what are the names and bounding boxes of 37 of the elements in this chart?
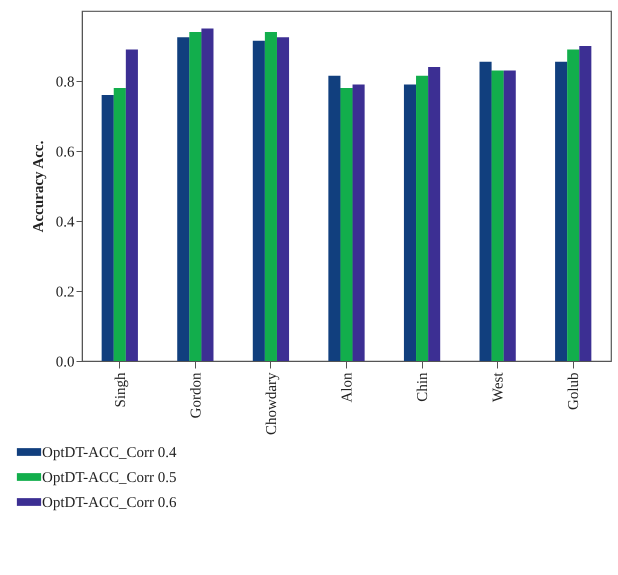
bar bbox=[504, 70, 516, 361]
bar bbox=[328, 76, 340, 361]
y-tick-label: 0.0 bbox=[56, 354, 74, 370]
bar bbox=[126, 50, 138, 361]
bar bbox=[555, 62, 568, 361]
bar bbox=[252, 40, 265, 361]
legend-label: OptDT-ACC_Corr 0.5 bbox=[42, 470, 176, 486]
y-tick-label: 0.6 bbox=[56, 144, 75, 160]
x-tick-label: Singh bbox=[112, 372, 129, 408]
x-tick-label: Chin bbox=[415, 372, 432, 402]
bar bbox=[177, 37, 190, 361]
y-tick-label: 0.2 bbox=[56, 284, 74, 300]
bar bbox=[189, 32, 202, 361]
x-tick-label: Gordon bbox=[188, 372, 204, 418]
bar bbox=[114, 88, 126, 361]
bar bbox=[276, 37, 290, 361]
bar bbox=[404, 84, 416, 361]
bar bbox=[201, 28, 214, 361]
bar bbox=[264, 32, 277, 361]
bar bbox=[567, 50, 580, 361]
x-tick-label: Alon bbox=[340, 372, 356, 402]
x-tick-label: West bbox=[490, 372, 507, 402]
x-tick-label: Golub bbox=[566, 372, 582, 410]
bar bbox=[352, 84, 365, 361]
bar bbox=[428, 67, 440, 361]
bar bbox=[416, 76, 428, 361]
legend-label: OptDT-ACC_Corr 0.4 bbox=[42, 445, 177, 461]
y-tick-label: 0.8 bbox=[56, 74, 74, 90]
bar bbox=[102, 95, 114, 361]
bar bbox=[492, 70, 504, 361]
legend-label: OptDT-ACC_Corr 0.6 bbox=[42, 495, 177, 511]
bar bbox=[480, 62, 492, 361]
y-axis-title: Accuracy Acc. bbox=[30, 140, 47, 232]
x-tick-label: Chowdary bbox=[264, 372, 280, 435]
y-tick-label: 0.4 bbox=[56, 214, 75, 230]
bar bbox=[340, 88, 353, 361]
bar bbox=[579, 46, 592, 361]
